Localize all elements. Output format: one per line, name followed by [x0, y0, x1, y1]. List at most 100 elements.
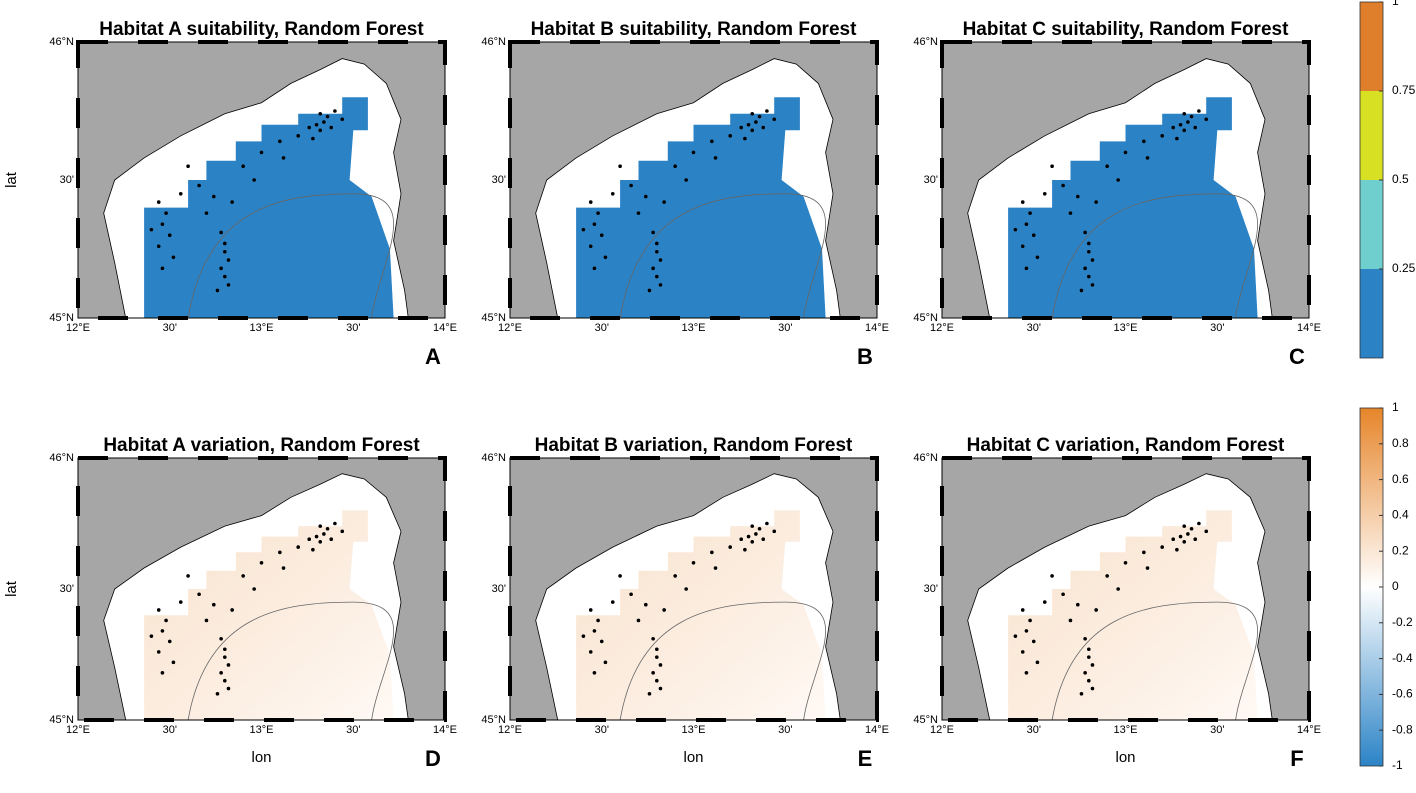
station: [1145, 156, 1150, 160]
station: [1116, 587, 1120, 591]
station: [215, 288, 220, 293]
variation-field: [576, 510, 826, 720]
colorbar-tick-label: 0.2: [1392, 543, 1409, 557]
station: [252, 178, 256, 182]
station: [1031, 639, 1036, 644]
station: [761, 125, 766, 130]
y-axis-label: lat: [3, 580, 20, 597]
isobath: [619, 193, 826, 319]
station: [647, 288, 652, 293]
colorbar-segment: [1360, 269, 1383, 358]
panel-letter: D: [425, 746, 441, 771]
lon-tick-label: 30': [778, 322, 792, 334]
station: [1061, 183, 1065, 188]
colorbar-tick-label: 0.25: [1392, 261, 1416, 275]
colorbar-tick-label: 0.4: [1392, 508, 1409, 522]
station: [197, 183, 201, 188]
station: [1197, 109, 1201, 113]
station: [757, 526, 762, 531]
station: [1175, 547, 1179, 552]
lat-tick-label: 30': [492, 583, 506, 595]
lon-tick-label: 13°E: [1114, 724, 1138, 736]
station: [329, 537, 334, 542]
lat-tick-label: 45°N: [49, 312, 74, 324]
station: [1105, 574, 1109, 578]
station: [592, 222, 597, 226]
station: [1189, 114, 1194, 119]
station: [636, 211, 641, 215]
station: [1182, 111, 1187, 116]
station: [1024, 629, 1029, 633]
lon-tick-label: 13°E: [682, 322, 706, 334]
station: [743, 547, 747, 552]
station: [647, 692, 652, 696]
station: [226, 258, 231, 262]
station: [655, 678, 659, 683]
station: [186, 164, 190, 168]
lat-tick-label: 46°N: [49, 36, 74, 48]
station: [636, 618, 641, 623]
lon-tick-label: 12°E: [930, 724, 954, 736]
station: [1105, 164, 1109, 168]
station: [691, 561, 696, 565]
station: [318, 540, 323, 544]
station: [746, 123, 751, 127]
station: [1079, 288, 1084, 293]
station: [1075, 602, 1080, 607]
station: [340, 529, 345, 534]
station: [629, 592, 633, 597]
station: [596, 211, 600, 215]
panel-title: Habitat B suitability, Random Forest: [531, 19, 858, 40]
isobath: [187, 601, 394, 721]
colorbar-tick-label: 0.5: [1392, 172, 1409, 186]
station: [1178, 123, 1183, 127]
station: [1182, 540, 1187, 544]
station: [658, 258, 663, 262]
station: [223, 647, 227, 652]
colorbar-tick-label: -0.2: [1392, 615, 1413, 629]
map-panel: Habitat C variation, Random Forest 46°N 30…: [913, 435, 1321, 771]
station: [1116, 178, 1120, 182]
station: [223, 249, 227, 254]
station: [197, 592, 201, 597]
lon-tick-label: 30': [595, 322, 609, 334]
x-axis-label: lon: [1115, 749, 1135, 766]
station: [252, 587, 256, 591]
station: [1123, 150, 1128, 155]
station: [739, 125, 744, 130]
station: [1083, 636, 1087, 641]
colorbar-tick-label: 0.75: [1392, 83, 1416, 97]
panel-title: Habitat B variation, Random Forest: [535, 435, 853, 456]
lon-tick-label: 13°E: [682, 724, 706, 736]
station: [643, 194, 648, 199]
colorbar-tick-label: -1: [1392, 758, 1403, 772]
station: [1087, 655, 1091, 659]
station: [1178, 534, 1183, 539]
isobath: [187, 193, 394, 319]
station: [618, 574, 622, 578]
panel-title: Habitat A suitability, Random Forest: [99, 19, 424, 40]
station: [307, 537, 312, 542]
station: [761, 537, 766, 542]
frame-inner: [509, 457, 878, 721]
station: [1075, 194, 1080, 199]
station: [655, 647, 659, 652]
panel-title: Habitat C suitability, Random Forest: [963, 19, 1290, 40]
station: [1142, 139, 1146, 144]
station: [629, 183, 633, 188]
lon-tick-label: 13°E: [250, 724, 274, 736]
lon-tick-label: 30': [163, 724, 177, 736]
station: [230, 200, 234, 204]
station: [1024, 266, 1029, 271]
lat-tick-label: 45°N: [49, 714, 74, 726]
station: [164, 211, 168, 215]
station: [684, 587, 688, 591]
station: [1050, 574, 1054, 578]
lon-tick-label: 12°E: [930, 322, 954, 334]
station: [223, 274, 227, 279]
station: [1087, 249, 1091, 254]
station: [164, 618, 168, 623]
station: [1020, 200, 1025, 204]
lat-tick-label: 30': [60, 583, 74, 595]
station: [149, 227, 154, 232]
